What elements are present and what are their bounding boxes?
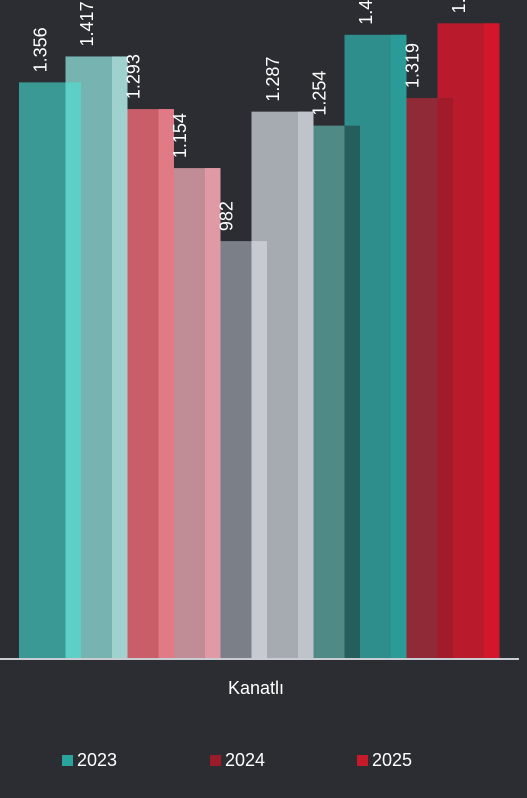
bar-value-label: 982 (217, 201, 237, 231)
bar-overlap (251, 241, 267, 658)
legend-swatch-2024 (210, 754, 221, 766)
bar-overlap (344, 125, 360, 658)
legend-swatch-2025 (357, 754, 368, 766)
bars-layer (19, 23, 500, 659)
legend-item-2025: 2025 (357, 749, 412, 771)
legend-swatch-2023 (62, 754, 73, 766)
bar-value-label: 1.293 (124, 54, 144, 99)
legend: 2023 2024 2025 (0, 749, 527, 775)
bar-value-label: 1.254 (310, 71, 330, 116)
value-labels-layer: 1.356 1.417 1.293 1.154 982 1.287 1.254 1.468 1.… (31, 0, 470, 231)
bar-overlap (484, 23, 500, 658)
legend-label-2023: 2023 (77, 750, 118, 770)
bar-value-label: 1.468 (356, 0, 376, 25)
bar-overlap (158, 109, 174, 658)
category-label: Kanatlı (228, 678, 284, 698)
bar-value-label: 1.154 (170, 113, 190, 158)
legend-item-2023: 2023 (62, 749, 117, 771)
bar-overlap (205, 168, 221, 658)
bar-value-label: 1.495 (449, 0, 469, 13)
legend-item-2024: 2024 (210, 749, 265, 771)
bar-value-label: 1.417 (77, 1, 97, 46)
bar-overlap (298, 111, 314, 658)
bar-value-label: 1.319 (403, 43, 423, 88)
bar-overlap (112, 56, 128, 659)
bar-value-label: 1.287 (263, 57, 283, 102)
legend-label-2025: 2025 (372, 750, 413, 770)
bar-overlap (391, 34, 407, 659)
bar-overlap (437, 98, 453, 658)
legend-label-2024: 2024 (225, 750, 266, 770)
bar-value-label: 1.356 (31, 27, 51, 72)
bar-overlap (65, 82, 81, 658)
